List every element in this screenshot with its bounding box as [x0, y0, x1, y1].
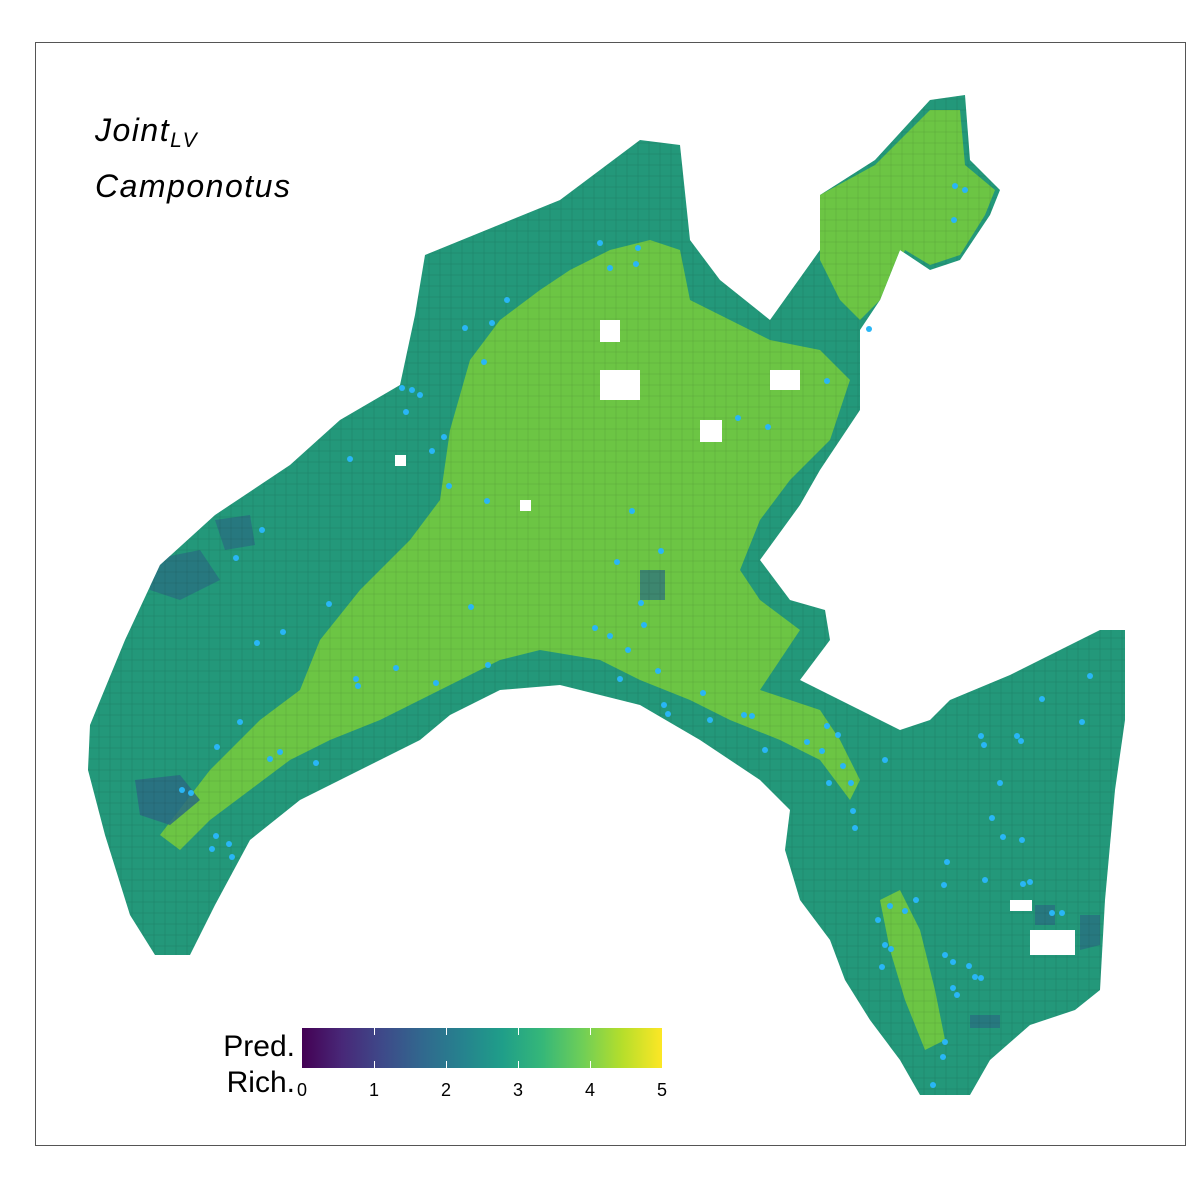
model-title-subscript: LV [170, 129, 199, 152]
legend-title-line2: Rich. [226, 1066, 295, 1099]
model-title-main: Joint [95, 112, 171, 148]
colorbar-tick-mark [373, 1028, 375, 1035]
colorbar-tick-label: 1 [368, 1080, 380, 1100]
colorbar-tick-mark [517, 1028, 519, 1035]
colorbar-tick-mark [445, 1061, 447, 1068]
model-title: JointLV [95, 112, 199, 153]
taxon-title: Camponotus [95, 168, 292, 204]
colorbar-tick-label: 4 [584, 1080, 596, 1100]
colorbar-tick-label: 0 [296, 1080, 308, 1100]
colorbar-tick-mark [589, 1028, 591, 1035]
colorbar-tick-mark [589, 1061, 591, 1068]
colorbar-tick-label: 3 [512, 1080, 524, 1100]
colorbar-tick-label: 2 [440, 1080, 452, 1100]
observation-points [179, 183, 1093, 1088]
richness-colorbar [302, 1028, 662, 1068]
legend-title-line1: Pred. [223, 1030, 295, 1063]
colorbar-tick-mark [517, 1061, 519, 1068]
colorbar-tick-label: 5 [656, 1080, 668, 1100]
colorbar-tick-mark [373, 1061, 375, 1068]
colorbar-tick-mark [445, 1028, 447, 1035]
